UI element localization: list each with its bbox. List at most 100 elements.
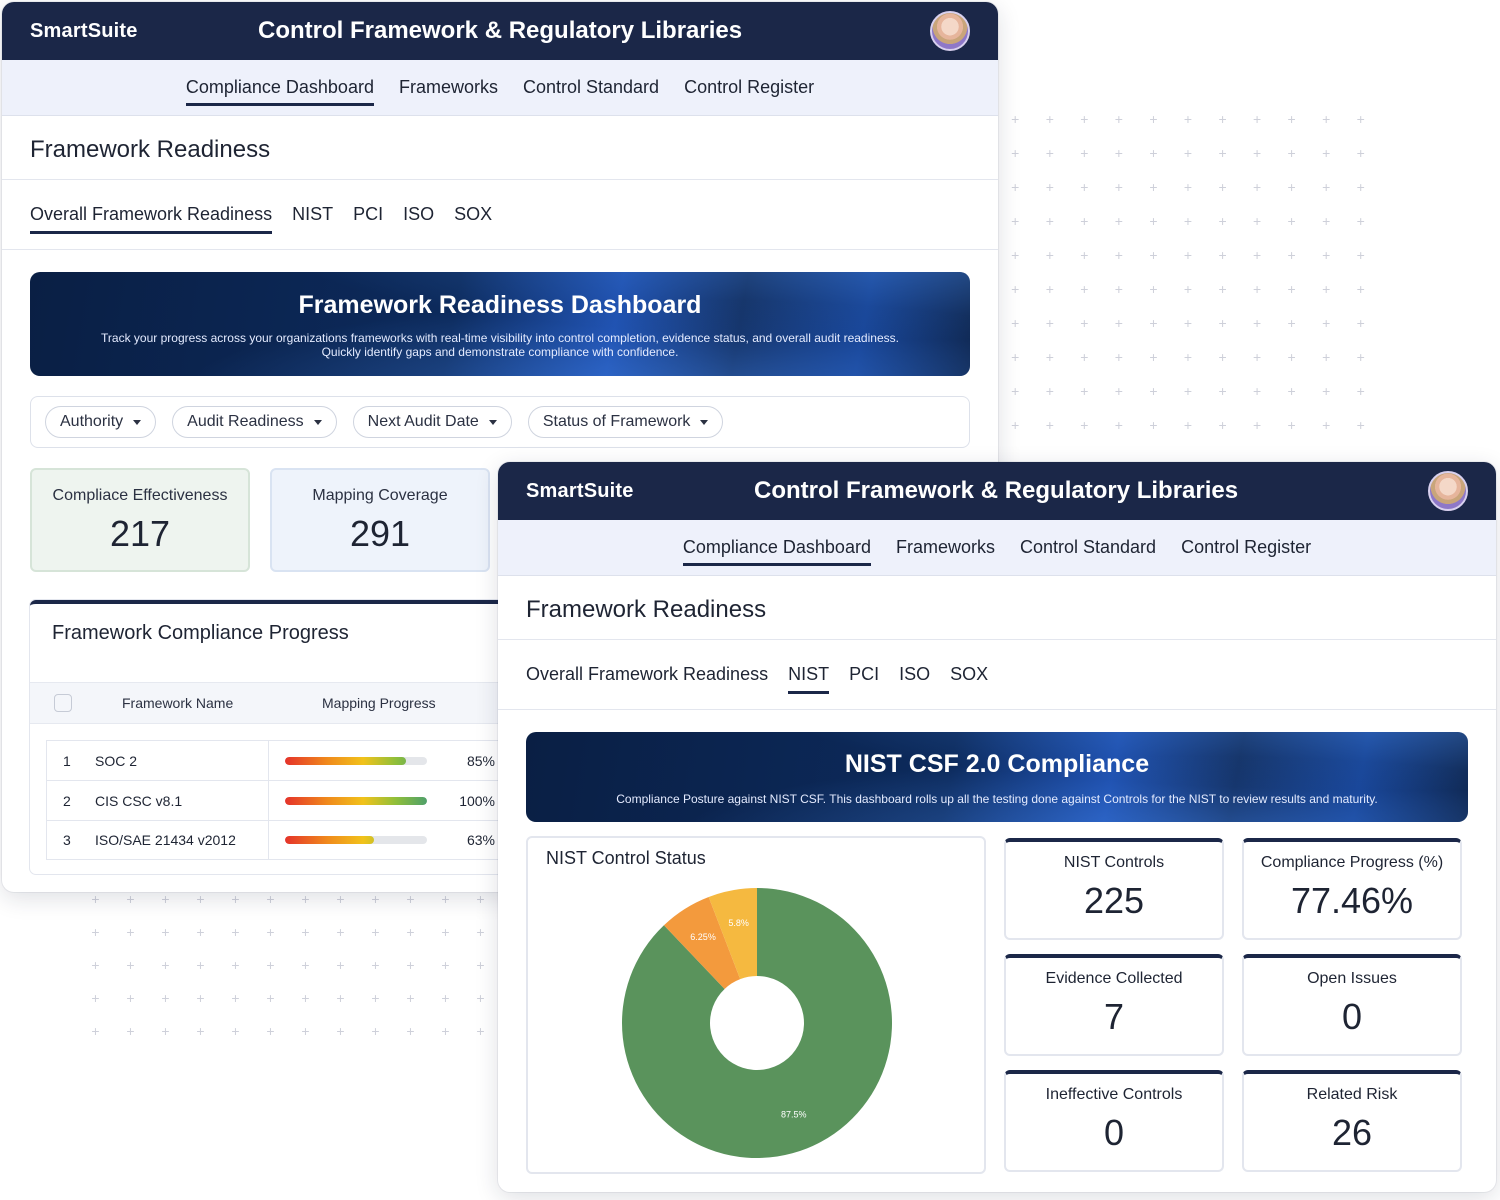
plus-glyph: + <box>1356 417 1365 433</box>
plus-glyph: + <box>1149 281 1158 297</box>
plus-glyph: + <box>1252 213 1262 229</box>
sub-tabs: Overall Framework Readiness NIST PCI ISO… <box>498 640 1496 710</box>
plus-glyph: + <box>1011 417 1020 433</box>
subtab-iso[interactable]: ISO <box>403 204 435 224</box>
plus-glyph: + <box>371 891 380 907</box>
plus-glyph: + <box>1287 383 1296 399</box>
plus-glyph: + <box>1080 145 1089 161</box>
plus-glyph: + <box>1114 383 1123 399</box>
metric-label: NIST Controls <box>1063 854 1165 871</box>
nav-tab-frameworks[interactable]: Frameworks <box>895 537 995 557</box>
plus-glyph: + <box>161 990 170 1006</box>
plus-glyph: + <box>1183 281 1193 297</box>
progress-fill <box>285 756 406 765</box>
nav-tab-control-standard[interactable]: Control Standard <box>522 77 660 97</box>
plus-glyph: + <box>1045 213 1054 229</box>
filter-authority[interactable]: Authority <box>45 406 157 438</box>
plus-glyph: + <box>1149 417 1158 433</box>
plus-glyph: + <box>196 990 205 1006</box>
subtab-overall[interactable]: Overall Framework Readiness <box>526 664 769 684</box>
plus-glyph: + <box>1322 349 1331 365</box>
metric-label: Evidence Collected <box>1045 970 1183 987</box>
plus-glyph: + <box>1218 281 1227 297</box>
metric-card-ineffective-controls: Ineffective Controls 0 <box>1004 1070 1224 1172</box>
progress-percent: 85% <box>466 752 495 769</box>
filter-audit-readiness[interactable]: Audit Readiness <box>172 406 337 438</box>
plus-glyph: + <box>1322 111 1331 127</box>
plus-glyph: + <box>1252 417 1262 433</box>
table-row[interactable]: 3 ISO/SAE 21434 v2012 63% <box>46 820 510 860</box>
plus-glyph: + <box>1011 315 1020 331</box>
subtab-sox[interactable]: SOX <box>454 204 493 224</box>
nist-control-status-card: NIST Control Status 87.5% 6.25% 5.8% <box>526 836 986 1174</box>
plus-glyph: + <box>91 990 100 1006</box>
plus-glyph: + <box>1114 111 1123 127</box>
plus-glyph: + <box>126 990 135 1006</box>
plus-glyph: + <box>1252 111 1262 127</box>
chevron-down-icon <box>700 419 709 425</box>
plus-glyph: + <box>231 990 240 1006</box>
filter-label: Next Audit Date <box>367 413 479 430</box>
subtab-overall[interactable]: Overall Framework Readiness <box>30 200 273 234</box>
pie-slice[interactable] <box>663 896 741 989</box>
table-row[interactable]: 1 SOC 2 85% <box>46 740 510 780</box>
metric-label: Related Risk <box>1306 1086 1398 1103</box>
nav-tab-compliance-dashboard[interactable]: Compliance Dashboard <box>185 73 375 106</box>
subtab-iso[interactable]: ISO <box>899 664 931 684</box>
subtab-nist[interactable]: NIST <box>788 660 830 694</box>
filter-bar: Authority Audit Readiness Next Audit Dat… <box>30 396 970 448</box>
plus-glyph: + <box>301 957 310 973</box>
plus-glyph: + <box>196 891 205 907</box>
plus-glyph: + <box>1011 349 1020 365</box>
metric-card-related-risk: Related Risk 26 <box>1242 1070 1462 1172</box>
plus-glyph: + <box>196 924 205 940</box>
user-avatar-icon[interactable] <box>930 11 970 51</box>
nav-tab-control-register[interactable]: Control Register <box>1181 537 1312 557</box>
plus-glyph: + <box>1011 383 1020 399</box>
section-title: Framework Readiness <box>2 116 998 180</box>
subtab-nist[interactable]: NIST <box>292 204 334 224</box>
plus-glyph: + <box>1252 145 1262 161</box>
column-header-mapping[interactable]: Mapping Progress <box>322 695 436 711</box>
pie-slice[interactable] <box>708 888 757 980</box>
filter-next-audit-date[interactable]: Next Audit Date <box>352 406 512 438</box>
plus-glyph: + <box>1218 315 1227 331</box>
column-divider <box>268 821 269 859</box>
plus-glyph: + <box>441 990 450 1006</box>
plus-glyph: + <box>1114 315 1123 331</box>
plus-glyph: + <box>1114 145 1123 161</box>
subtab-pci[interactable]: PCI <box>353 204 384 224</box>
nav-tab-control-register[interactable]: Control Register <box>684 77 815 97</box>
table-row[interactable]: 2 CIS CSC v8.1 100% <box>46 780 510 820</box>
progress-bar <box>285 796 427 805</box>
plus-glyph: + <box>1322 315 1331 331</box>
filter-status-of-framework[interactable]: Status of Framework <box>527 406 724 438</box>
pie-slice[interactable] <box>622 888 892 1158</box>
plus-glyph: + <box>231 1023 240 1039</box>
plus-glyph: + <box>1149 111 1158 127</box>
plus-glyph: + <box>1287 315 1296 331</box>
progress-bar <box>285 756 427 765</box>
plus-glyph: + <box>1080 315 1089 331</box>
plus-glyph: + <box>1356 247 1365 263</box>
plus-glyph: + <box>406 924 415 940</box>
card-title: NIST Control Status <box>546 848 706 868</box>
plus-glyph: + <box>406 891 415 907</box>
plus-glyph: + <box>1149 179 1158 195</box>
plus-glyph: + <box>266 924 275 940</box>
metric-value: 291 <box>349 513 411 554</box>
metric-value: 0 <box>1341 996 1363 1037</box>
nav-tab-control-standard[interactable]: Control Standard <box>1019 537 1157 557</box>
nav-tab-compliance-dashboard[interactable]: Compliance Dashboard <box>682 533 872 566</box>
plus-glyph: + <box>1011 213 1020 229</box>
sub-tabs: Overall Framework Readiness NIST PCI ISO… <box>2 180 998 250</box>
plus-glyph: + <box>266 957 275 973</box>
subtab-sox[interactable]: SOX <box>950 664 989 684</box>
nav-tab-frameworks[interactable]: Frameworks <box>398 77 498 97</box>
plus-pattern-decoration: + + + + + + + + + + + + + + + + + + + + + + + + + + + + + + + + + + + + + + + +… <box>78 892 498 1057</box>
subtab-pci[interactable]: PCI <box>849 664 880 684</box>
user-avatar-icon[interactable] <box>1428 471 1468 511</box>
select-all-checkbox[interactable] <box>54 694 72 712</box>
column-header-name[interactable]: Framework Name <box>122 695 234 711</box>
main-nav: Compliance Dashboard Frameworks Control … <box>2 60 998 116</box>
